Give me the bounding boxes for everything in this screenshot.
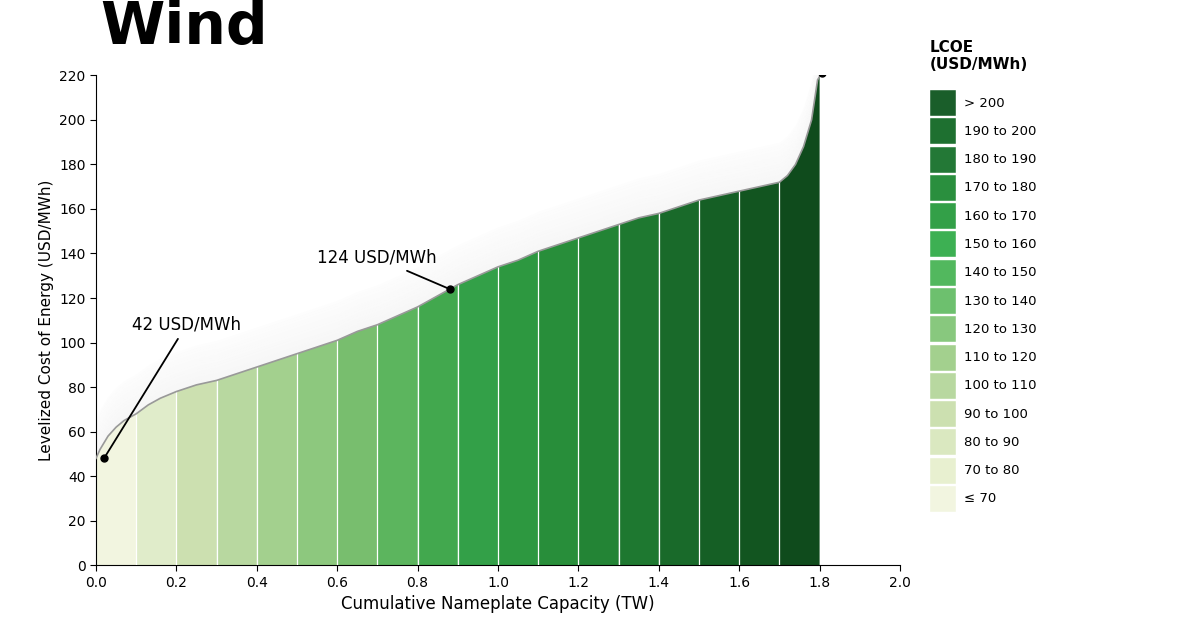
Polygon shape [337, 325, 377, 565]
X-axis label: Cumulative Nameplate Capacity (TW): Cumulative Nameplate Capacity (TW) [341, 595, 655, 613]
Text: Wind: Wind [100, 0, 268, 56]
Text: 100 to 110: 100 to 110 [964, 379, 1036, 392]
Text: 180 to 190: 180 to 190 [964, 153, 1036, 166]
Text: 70 to 80: 70 to 80 [964, 464, 1019, 477]
Text: ≤ 70: ≤ 70 [964, 492, 996, 506]
Polygon shape [298, 340, 337, 565]
Polygon shape [96, 414, 137, 565]
Text: 190 to 200: 190 to 200 [964, 125, 1036, 138]
Text: 42 USD/MWh: 42 USD/MWh [106, 316, 241, 456]
Text: 80 to 90: 80 to 90 [964, 436, 1019, 449]
Polygon shape [578, 225, 619, 565]
Text: 140 to 150: 140 to 150 [964, 266, 1036, 279]
Polygon shape [216, 367, 257, 565]
Polygon shape [780, 77, 820, 565]
Polygon shape [176, 381, 216, 565]
Text: 150 to 160: 150 to 160 [964, 238, 1036, 251]
Polygon shape [458, 267, 498, 565]
Polygon shape [498, 251, 539, 565]
Text: > 200: > 200 [964, 97, 1004, 110]
Text: 170 to 180: 170 to 180 [964, 181, 1036, 195]
Text: 130 to 140: 130 to 140 [964, 295, 1036, 308]
Polygon shape [137, 391, 176, 565]
Polygon shape [698, 191, 739, 565]
Polygon shape [659, 200, 698, 565]
Polygon shape [418, 284, 458, 565]
Text: 90 to 100: 90 to 100 [964, 408, 1027, 421]
Polygon shape [739, 182, 780, 565]
Polygon shape [539, 238, 578, 565]
Polygon shape [619, 214, 659, 565]
Text: 124 USD/MWh: 124 USD/MWh [317, 249, 448, 288]
Y-axis label: Levelized Cost of Energy (USD/MWh): Levelized Cost of Energy (USD/MWh) [38, 180, 54, 461]
Text: 160 to 170: 160 to 170 [964, 210, 1036, 223]
Text: 110 to 120: 110 to 120 [964, 351, 1037, 364]
Polygon shape [257, 354, 298, 565]
Text: LCOE
(USD/MWh): LCOE (USD/MWh) [930, 40, 1028, 72]
Text: 120 to 130: 120 to 130 [964, 323, 1037, 336]
Polygon shape [377, 307, 418, 565]
